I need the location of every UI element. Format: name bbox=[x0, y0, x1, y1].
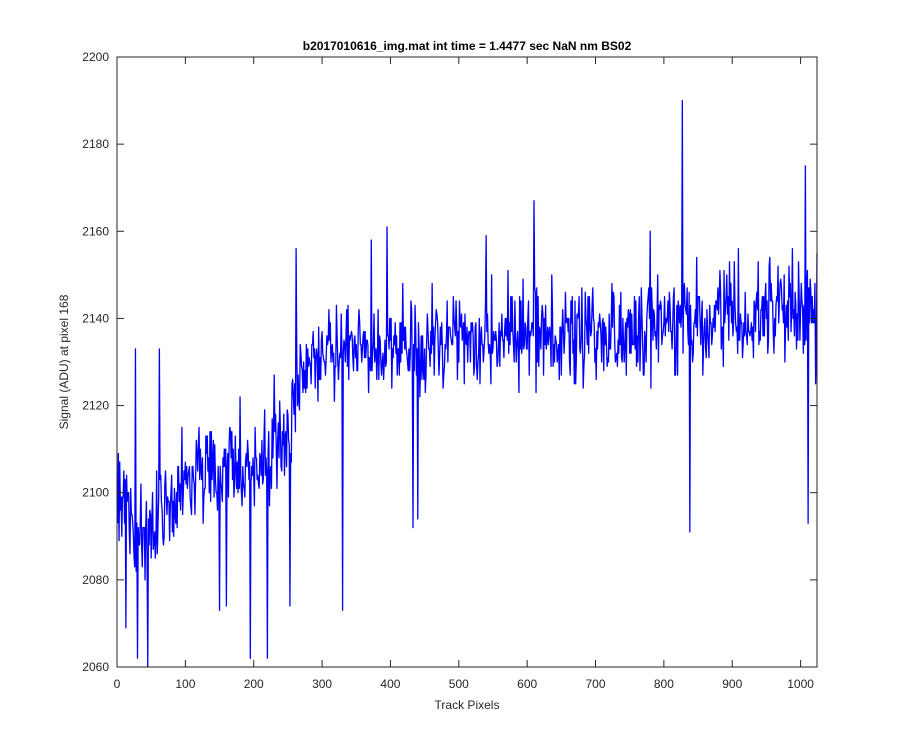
x-tick-label: 100 bbox=[175, 677, 195, 691]
y-tick-label: 2080 bbox=[82, 573, 109, 587]
x-tick-label: 0 bbox=[114, 677, 121, 691]
x-tick-label: 300 bbox=[312, 677, 332, 691]
x-axis-label: Track Pixels bbox=[435, 698, 500, 712]
x-tick-label: 400 bbox=[380, 677, 400, 691]
axes-box bbox=[116, 56, 818, 668]
x-tick-label: 1000 bbox=[787, 677, 814, 691]
series-layer bbox=[117, 99, 818, 668]
x-tick-label: 600 bbox=[517, 677, 537, 691]
y-tick-label: 2100 bbox=[82, 486, 109, 500]
y-tick-label: 2120 bbox=[82, 399, 109, 413]
y-tick-label: 2200 bbox=[82, 50, 109, 64]
chart-title: b2017010616_img.mat int time = 1.4477 se… bbox=[303, 39, 632, 53]
x-tick-label: 700 bbox=[586, 677, 606, 691]
y-axis-label: Signal (ADU) at pixel 168 bbox=[57, 294, 71, 429]
y-tick-label: 2060 bbox=[82, 660, 109, 674]
x-tick-label: 500 bbox=[449, 677, 469, 691]
x-tick-label: 900 bbox=[722, 677, 742, 691]
x-axis-ticks: 0 100 200 300 400 500 600 700 800 900 1000 bbox=[114, 57, 814, 691]
y-tick-label: 2160 bbox=[82, 224, 109, 238]
signal-series-line bbox=[117, 99, 818, 668]
x-tick-label: 800 bbox=[654, 677, 674, 691]
x-tick-label: 200 bbox=[244, 677, 264, 691]
plot-area bbox=[117, 57, 817, 667]
y-tick-label: 2180 bbox=[82, 137, 109, 151]
y-axis-ticks: 2060 2080 2100 2120 2140 2160 2180 2200 bbox=[82, 50, 817, 674]
y-tick-label: 2140 bbox=[82, 311, 109, 325]
